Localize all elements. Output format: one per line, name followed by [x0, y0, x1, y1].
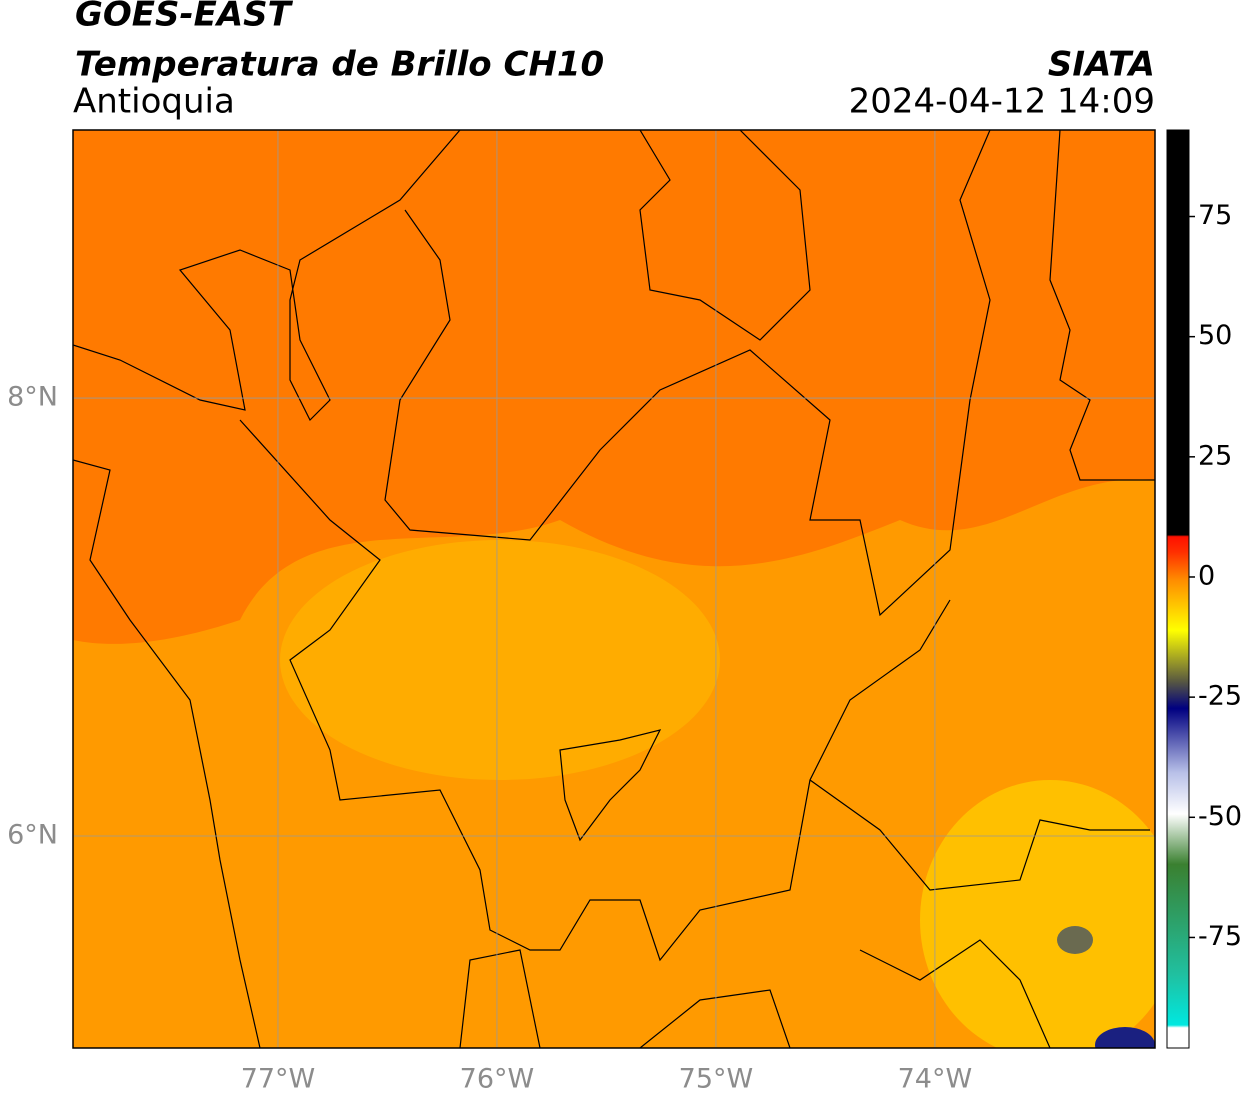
lat-tick-label: 6°N	[7, 820, 58, 851]
grid	[73, 130, 1155, 1048]
title: GOES-EAST	[75, 0, 294, 35]
colorbar-tick-label: 75	[1198, 200, 1232, 231]
lon-tick-label: 77°W	[241, 1064, 316, 1095]
map-frame	[72, 129, 1156, 1049]
lon-tick-label: 75°W	[679, 1064, 754, 1095]
colorbar-tick-label: -50	[1198, 801, 1242, 832]
cloud	[1057, 926, 1093, 954]
colorbar-tick-label: 50	[1198, 320, 1232, 351]
lon-tick-label: 74°W	[898, 1064, 973, 1095]
region: Antioquia	[73, 82, 235, 122]
datetime: 2024-04-12 14:09	[849, 82, 1155, 122]
subtitle: Temperatura de Brillo CH10	[75, 45, 604, 85]
colorbar-tick-label: -75	[1198, 921, 1242, 952]
lon-tick-label: 76°W	[460, 1064, 535, 1095]
lat-tick-label: 8°N	[7, 382, 58, 413]
map-field	[73, 130, 1155, 1048]
colorbar-tick-label: 0	[1198, 560, 1215, 591]
colorbar-tick-label: -25	[1198, 681, 1242, 712]
colorbar	[1166, 129, 1190, 1049]
cool-area	[920, 780, 1155, 1048]
colorbar-tick-label: 25	[1198, 440, 1232, 471]
source: SIATA	[1048, 45, 1155, 85]
warm-area	[73, 130, 1155, 644]
cool-area	[280, 540, 720, 780]
cloud	[1095, 1027, 1155, 1048]
